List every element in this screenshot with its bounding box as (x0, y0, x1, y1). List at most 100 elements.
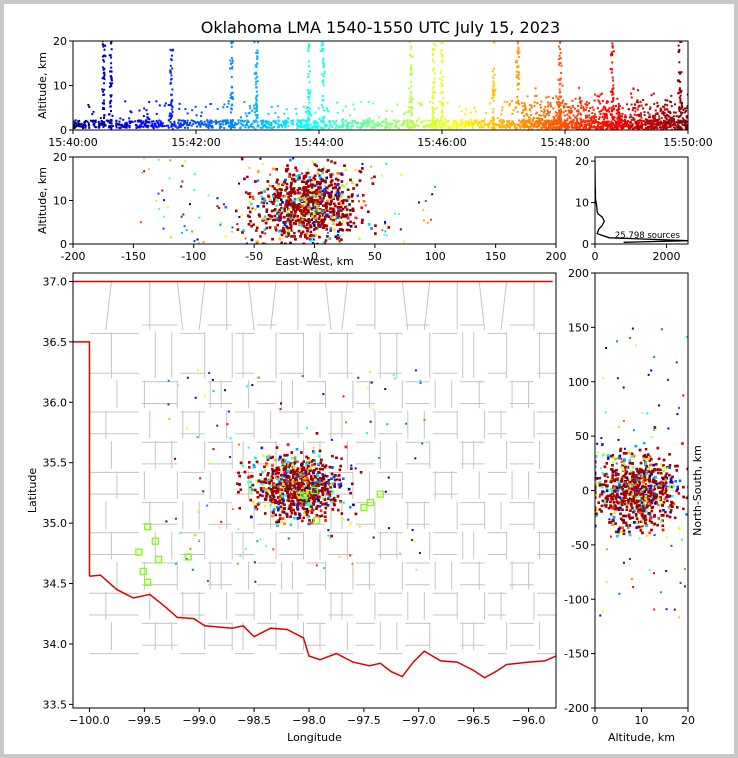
time-height-source (621, 115, 624, 118)
time-height-source (355, 121, 358, 124)
flash-column-source (612, 92, 615, 95)
time-height-source (566, 113, 569, 116)
county-boundary (89, 324, 556, 334)
flash-column-source (308, 111, 311, 114)
time-height-source (223, 127, 226, 130)
flash-column-source (611, 88, 614, 91)
east-west-source (157, 158, 160, 161)
time-height-source (251, 122, 254, 125)
east-west-source (262, 205, 265, 208)
time-height-source (344, 124, 347, 127)
east-west-source (238, 182, 241, 185)
time-height-source (220, 123, 223, 126)
time-height-source (569, 117, 572, 120)
time-height-source (160, 122, 163, 125)
time-height-source (356, 122, 359, 125)
flash-column-source (433, 127, 436, 130)
east-west-source (337, 230, 340, 233)
east-west-source (327, 184, 331, 188)
east-west-source (273, 218, 277, 222)
east-west-source (342, 220, 345, 224)
east-west-source (337, 202, 341, 205)
east-west-source (293, 179, 297, 183)
time-height-source (338, 125, 341, 128)
time-height-source (139, 120, 142, 123)
time-height-source (563, 121, 566, 124)
flash-column-source (410, 92, 413, 95)
east-west-source (330, 160, 333, 163)
time-height-source (329, 123, 332, 126)
east-west-source (335, 211, 339, 215)
source-count-annotation: 25,798 sources (615, 231, 681, 241)
time-height-source (146, 126, 149, 129)
time-height-source (409, 119, 412, 122)
east-west-source (294, 222, 297, 226)
time-height-source (245, 121, 248, 124)
east-west-source (251, 207, 254, 210)
time-height-source (423, 126, 426, 129)
time-height-source (580, 121, 583, 124)
time-height-source (317, 122, 320, 125)
time-height-source (634, 103, 637, 106)
time-height-source (101, 123, 104, 126)
time-height-source (576, 117, 579, 120)
time-height-source (200, 120, 203, 123)
time-height-source (150, 120, 153, 123)
time-height-source (565, 128, 568, 130)
east-west-source (289, 186, 293, 189)
flash-column-source (253, 72, 256, 75)
east-west-source (311, 160, 314, 164)
time-height-source (260, 122, 263, 125)
time-height-source (589, 124, 592, 127)
time-height-source (546, 120, 549, 123)
flash-column-source (410, 81, 413, 84)
east-west-source (266, 217, 269, 221)
time-height-source (665, 128, 668, 130)
time-height-source (243, 101, 246, 104)
time-height-source (319, 126, 322, 129)
time-height-source (341, 125, 344, 128)
time-height-source (142, 120, 145, 123)
east-west-source (261, 231, 264, 234)
east-west-source (255, 229, 258, 232)
time-height-source (91, 113, 94, 116)
time-height-source (125, 126, 128, 129)
flash-column-source (558, 118, 561, 121)
flash-column-source (558, 63, 561, 66)
time-height-source (412, 126, 415, 129)
time-height-source (678, 127, 681, 130)
time-height-source (666, 114, 669, 117)
flash-column-source (307, 50, 310, 53)
time-height-source (77, 123, 80, 126)
east-west-source (351, 193, 354, 196)
time-height-source (155, 100, 158, 103)
flash-column-source (516, 110, 519, 113)
east-west-source (283, 209, 286, 213)
flash-column-source (320, 49, 323, 52)
flash-column-source (109, 121, 112, 124)
time-height-source (570, 121, 573, 124)
flash-column-source (494, 123, 497, 126)
y-tick-label: 0 (60, 124, 67, 137)
time-height-source (441, 109, 444, 112)
time-height-source (653, 120, 656, 123)
east-west-source (256, 240, 259, 244)
time-height-source (667, 119, 670, 122)
flash-column-source (559, 119, 562, 122)
flash-column-source (433, 77, 436, 80)
east-west-source (286, 229, 290, 232)
east-west-source (327, 236, 331, 240)
time-height-source (570, 110, 573, 113)
east-west-source (340, 193, 344, 197)
time-height-source (599, 102, 602, 105)
time-height-source (260, 120, 263, 123)
east-west-source (358, 179, 362, 182)
time-height-source (455, 127, 458, 130)
time-height-source (374, 122, 377, 125)
time-height-source (431, 121, 434, 124)
flash-column-source (434, 72, 437, 75)
time-height-source (360, 124, 363, 127)
time-height-source (186, 119, 189, 122)
time-height-source (685, 116, 688, 119)
flash-column-source (409, 69, 412, 72)
